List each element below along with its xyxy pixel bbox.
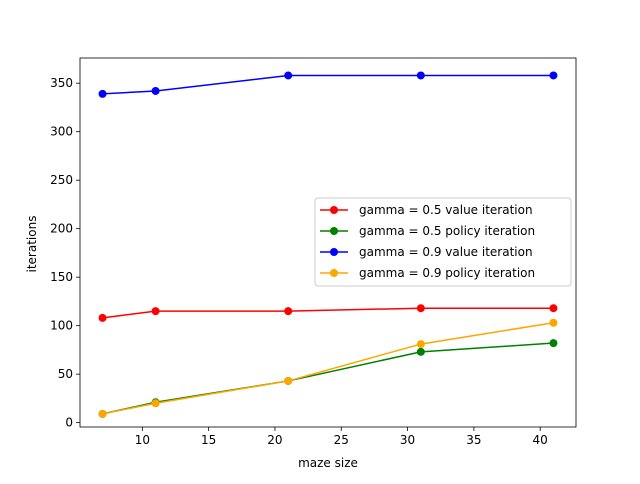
x-tick-label-1: 15 bbox=[201, 433, 216, 447]
data-point-0-4 bbox=[549, 304, 558, 313]
x-tick-label-5: 35 bbox=[466, 433, 481, 447]
y-tick-label-1: 50 bbox=[58, 367, 73, 381]
data-point-0-1 bbox=[151, 307, 160, 316]
legend-box bbox=[314, 197, 572, 287]
data-point-0-0 bbox=[98, 313, 107, 322]
legend-marker-3 bbox=[330, 269, 338, 277]
legend-label-0: gamma = 0.5 value iteration bbox=[359, 203, 533, 217]
y-axis-label: iterations bbox=[25, 216, 39, 273]
y-tick-label-0: 0 bbox=[65, 416, 73, 430]
data-point-0-2 bbox=[284, 307, 293, 316]
data-point-2-0 bbox=[98, 89, 107, 98]
legend-label-1: gamma = 0.5 policy iteration bbox=[359, 224, 535, 238]
y-tick-label-5: 250 bbox=[50, 173, 73, 187]
legend-marker-1 bbox=[330, 227, 338, 235]
data-point-3-0 bbox=[98, 409, 107, 418]
x-tick-label-0: 10 bbox=[135, 433, 150, 447]
y-tick-label-6: 300 bbox=[50, 125, 73, 139]
data-point-2-3 bbox=[416, 71, 425, 80]
x-axis-label: maze size bbox=[298, 456, 358, 470]
legend: gamma = 0.5 value iteration gamma = 0.5 p… bbox=[314, 197, 572, 287]
y-tick-label-7: 350 bbox=[50, 76, 73, 90]
legend-marker-2 bbox=[330, 248, 338, 256]
axes-layer: 10 15 20 25 30 35 40 0 50 100 150 200 250 300 350 bbox=[50, 57, 577, 447]
y-tick-label-4: 200 bbox=[50, 222, 73, 236]
x-tick-label-3: 25 bbox=[334, 433, 349, 447]
legend-label-2: gamma = 0.9 value iteration bbox=[359, 245, 533, 259]
data-point-3-4 bbox=[549, 318, 558, 327]
x-tick-label-2: 20 bbox=[267, 433, 282, 447]
data-point-3-3 bbox=[416, 340, 425, 349]
x-tick-label-6: 40 bbox=[533, 433, 548, 447]
data-point-2-2 bbox=[284, 71, 293, 80]
y-tick-label-3: 150 bbox=[50, 270, 73, 284]
plot-frame bbox=[79, 57, 577, 428]
data-point-2-4 bbox=[549, 71, 558, 80]
data-point-2-1 bbox=[151, 86, 160, 95]
data-point-0-3 bbox=[416, 304, 425, 313]
x-tick-label-4: 30 bbox=[400, 433, 415, 447]
data-point-1-4 bbox=[549, 339, 558, 348]
y-tick-label-2: 100 bbox=[50, 319, 73, 333]
plot-layer bbox=[98, 71, 558, 418]
data-point-1-3 bbox=[416, 347, 425, 356]
legend-marker-0 bbox=[330, 206, 338, 214]
data-point-3-1 bbox=[151, 399, 160, 408]
data-point-3-2 bbox=[284, 376, 293, 385]
legend-label-3: gamma = 0.9 policy iteration bbox=[359, 266, 535, 280]
